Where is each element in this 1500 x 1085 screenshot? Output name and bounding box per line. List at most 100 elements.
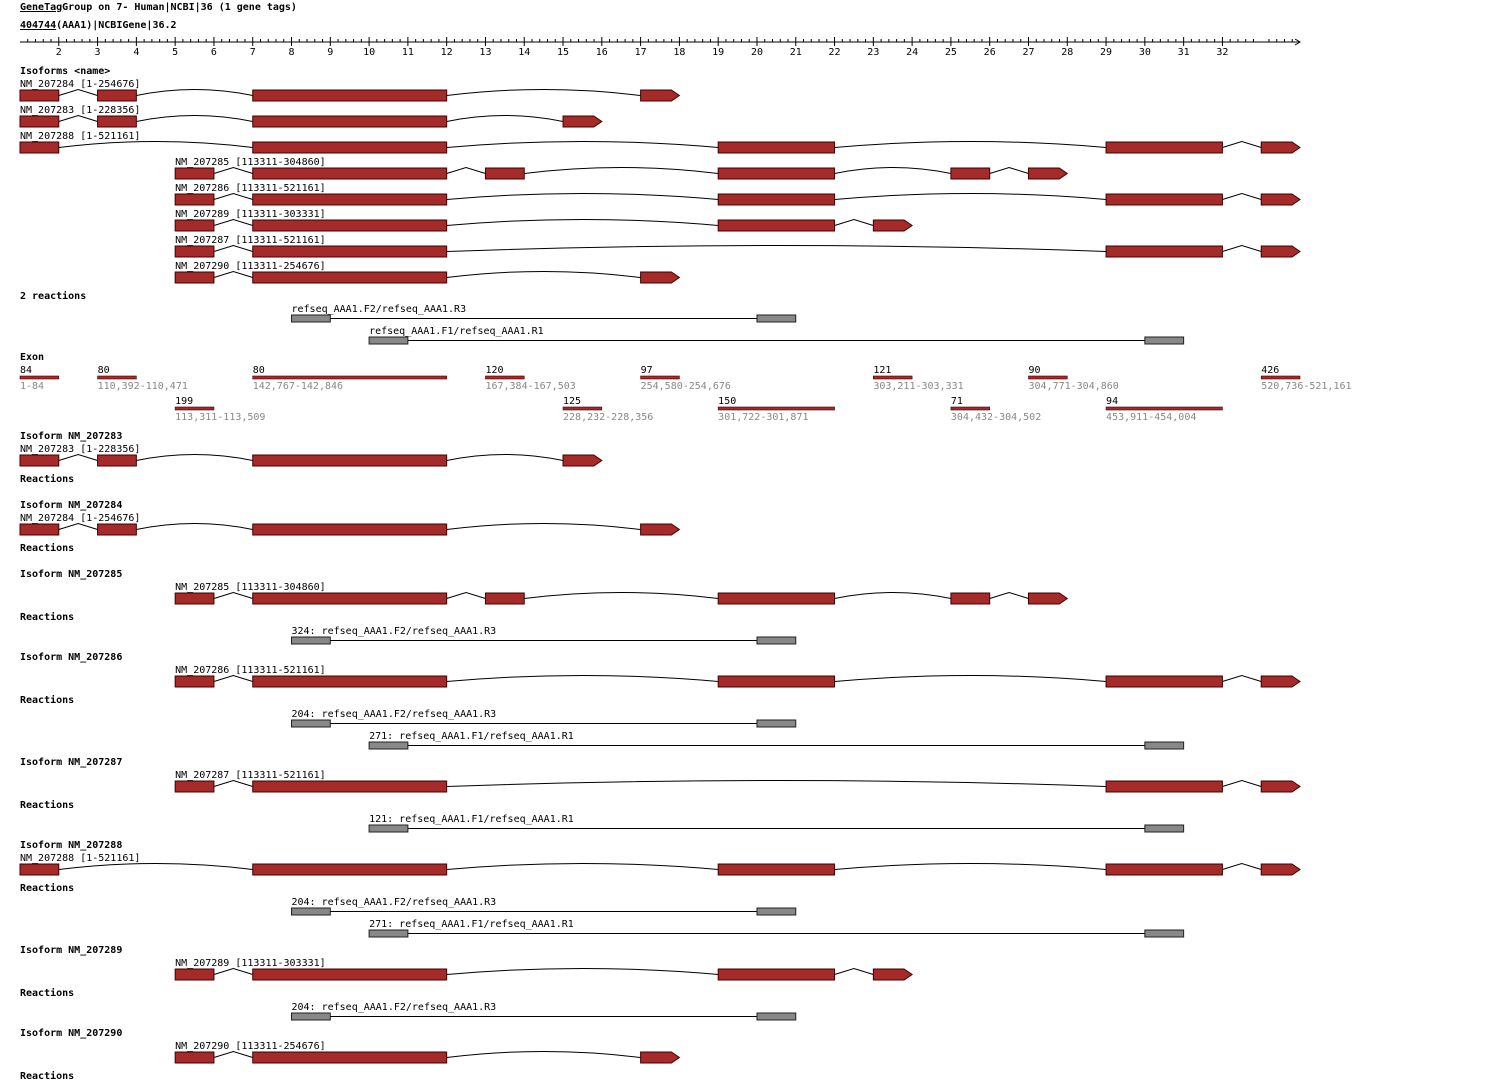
exon-block <box>252 675 448 688</box>
exon-block <box>174 1051 215 1064</box>
exon-range: 304,432-304,502 <box>951 412 1041 423</box>
intron <box>446 219 719 226</box>
intron <box>834 675 1107 682</box>
exon-arrow <box>562 115 603 128</box>
exon-block <box>19 141 60 154</box>
isoform-label: NM_207286 [113311-521161] <box>175 183 326 194</box>
exon-block <box>97 454 137 467</box>
ruler-label: 27 <box>1022 47 1034 58</box>
reaction-label: 204: refseq_AAA1.F2/refseq_AAA1.R3 <box>292 1002 497 1013</box>
reaction-label: 204: refseq_AAA1.F2/refseq_AAA1.R3 <box>292 709 497 720</box>
intron <box>446 591 486 599</box>
exon-length: 120 <box>485 365 503 376</box>
section-reactions-heading: Reactions <box>20 542 74 554</box>
exon-block <box>97 115 137 128</box>
exon-bar <box>19 375 60 380</box>
exon-length: 121 <box>873 365 891 376</box>
ruler-label: 6 <box>211 47 217 58</box>
intron <box>834 863 1107 870</box>
intron <box>446 141 719 148</box>
exon-arrow <box>640 523 681 536</box>
exon-block <box>717 592 836 605</box>
ruler-label: 4 <box>133 47 139 58</box>
intron <box>1222 674 1262 682</box>
gene-info: (AAA1)|NCBIGene|36.2 <box>56 20 176 31</box>
exon-bar <box>873 375 913 380</box>
intron <box>136 454 253 461</box>
exon-arrow <box>1027 167 1069 180</box>
exon-length: 84 <box>20 365 32 376</box>
intron <box>834 592 952 599</box>
ruler-label: 29 <box>1100 47 1112 58</box>
ruler-label: 23 <box>867 47 879 58</box>
isoform-label: NM_207285 [113311-304860] <box>175 157 326 168</box>
exon-block <box>717 675 836 688</box>
exon-block <box>252 115 448 128</box>
isoform-label: NM_207289 [113311-303331] <box>175 209 326 220</box>
exon-block <box>252 454 448 467</box>
exon-bar <box>717 406 835 411</box>
primer <box>1144 824 1185 833</box>
exon-block <box>484 167 525 180</box>
section-reactions-heading: Reactions <box>20 799 74 811</box>
exon-bar <box>485 375 525 380</box>
reaction-label: refseq_AAA1.F2/refseq_AAA1.R3 <box>292 304 467 315</box>
ruler-label: 18 <box>673 47 685 58</box>
intron <box>446 523 641 530</box>
intron <box>136 523 253 530</box>
primer <box>1144 336 1185 345</box>
section-heading: Isoform NM_207289 <box>20 945 122 956</box>
exon-block <box>717 968 836 981</box>
intron <box>446 863 719 870</box>
exon-length: 90 <box>1028 365 1040 376</box>
section-heading: Isoform NM_207288 <box>20 840 122 851</box>
exon-length: 71 <box>951 396 963 407</box>
intron <box>834 967 874 975</box>
exon-block <box>252 89 448 102</box>
ruler-label: 24 <box>906 47 918 58</box>
exon-block <box>19 115 60 128</box>
header-title: GeneTagGroup on 7- Human|NCBI|36 (1 gene… <box>20 2 297 13</box>
section-reactions-heading: Reactions <box>20 987 74 999</box>
exon-block <box>252 863 448 876</box>
intron <box>213 192 253 200</box>
exon-bar <box>640 375 680 380</box>
isoform-label: NM_207283 [1-228356] <box>20 105 140 116</box>
exon-range: 110,392-110,471 <box>98 381 188 392</box>
reaction-label: 204: refseq_AAA1.F2/refseq_AAA1.R3 <box>292 897 497 908</box>
exon-bar <box>1028 375 1068 380</box>
exon-block <box>97 523 137 536</box>
intron <box>213 591 253 599</box>
intron <box>834 218 874 226</box>
ruler-label: 32 <box>1216 47 1228 58</box>
exon-block <box>717 141 836 154</box>
intron <box>1222 862 1262 870</box>
exon-range: 254,580-254,676 <box>641 381 731 392</box>
exon-block <box>252 167 448 180</box>
exon-length: 150 <box>718 396 736 407</box>
primer <box>368 741 409 750</box>
ruler-label: 16 <box>596 47 608 58</box>
exon-block <box>174 219 215 232</box>
exon-block <box>19 454 60 467</box>
exon-range: 142,767-142,846 <box>253 381 343 392</box>
primer <box>368 336 409 345</box>
gene-line: 404744(AAA1)|NCBIGene|36.2 <box>20 20 177 31</box>
isoform-label: NM_207285 [113311-304860] <box>175 582 326 593</box>
section-heading: Isoform NM_207283 <box>20 431 122 442</box>
isoform-label: NM_207288 [1-521161] <box>20 131 140 142</box>
exon-length: 426 <box>1261 365 1279 376</box>
primer <box>756 314 797 323</box>
exon-arrow <box>872 219 914 232</box>
intron <box>834 167 952 174</box>
header-link[interactable]: GeneTag <box>20 2 62 13</box>
reaction-label: 324: refseq_AAA1.F2/refseq_AAA1.R3 <box>292 626 497 637</box>
exon-range: 304,771-304,860 <box>1028 381 1118 392</box>
exon-block <box>1105 193 1223 206</box>
exon-block <box>19 89 60 102</box>
gene-link[interactable]: 404744 <box>20 20 56 31</box>
exon-block <box>950 592 991 605</box>
exon-block <box>252 1051 448 1064</box>
ruler-label: 9 <box>327 47 333 58</box>
exon-range: 301,722-301,871 <box>718 412 808 423</box>
